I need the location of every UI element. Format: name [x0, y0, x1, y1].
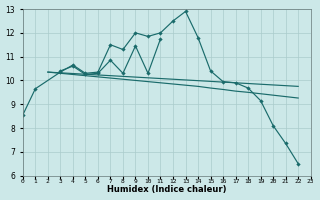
- X-axis label: Humidex (Indice chaleur): Humidex (Indice chaleur): [107, 185, 227, 194]
